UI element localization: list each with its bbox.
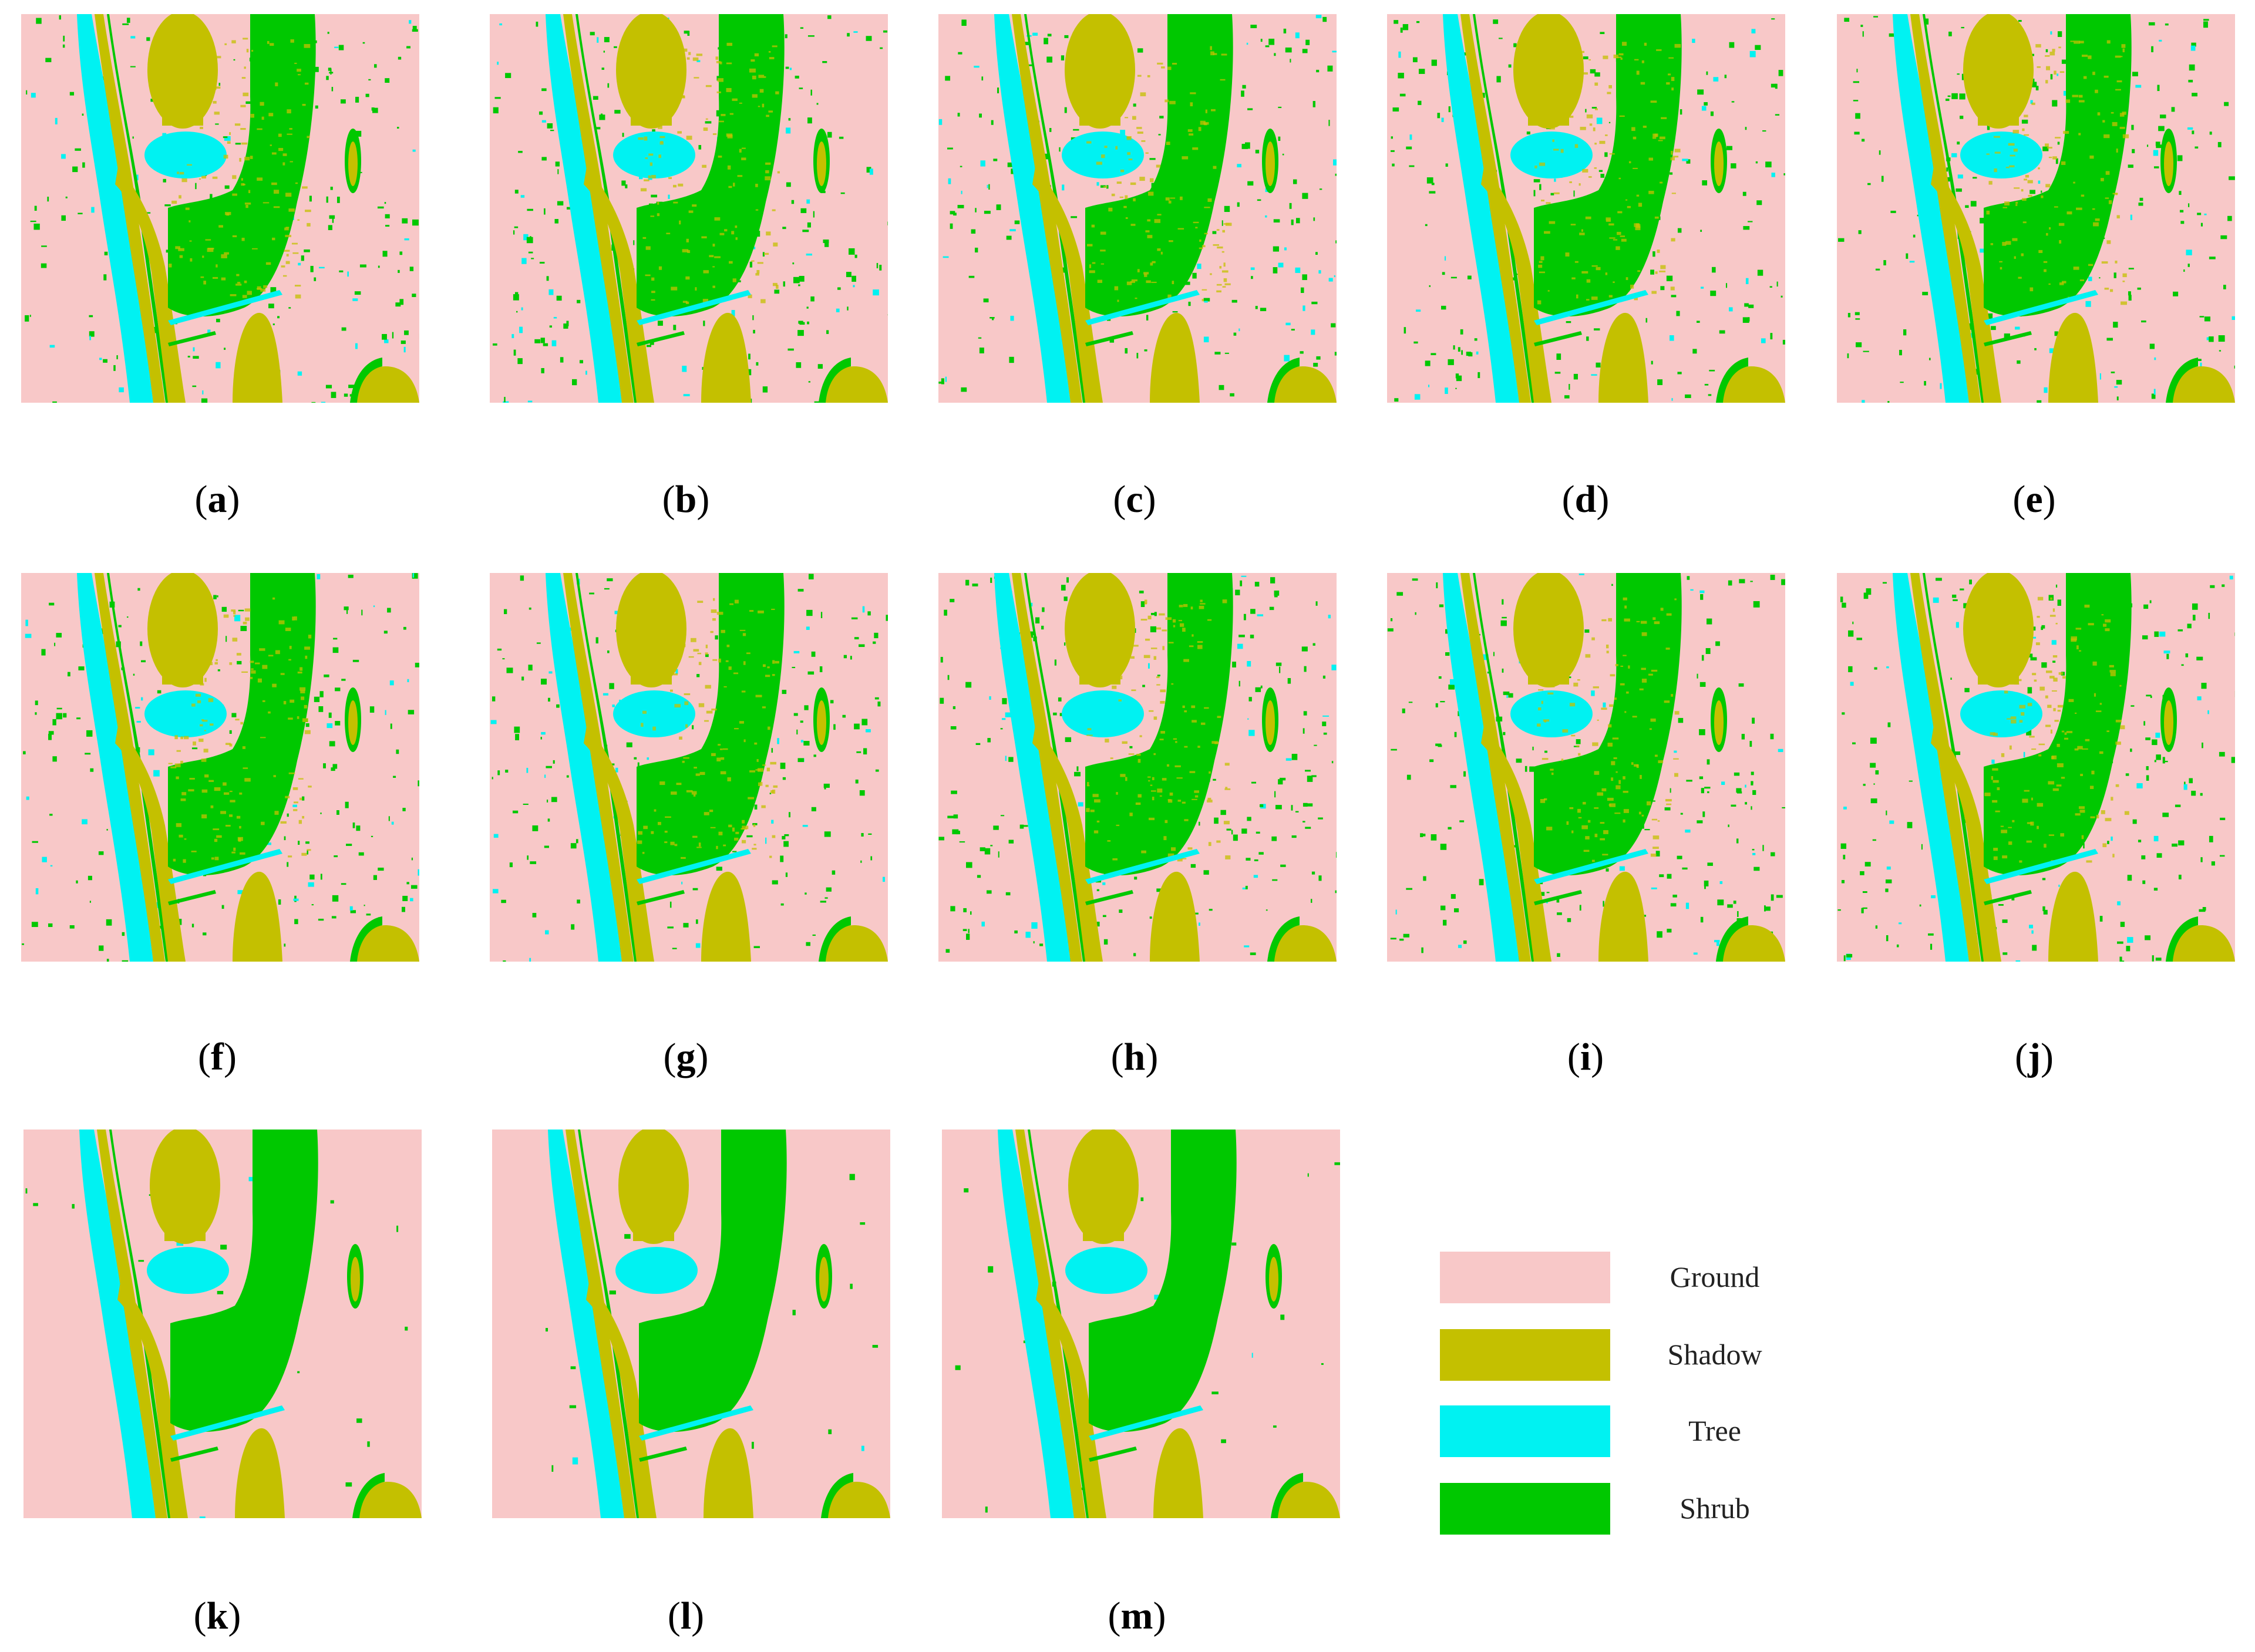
map-graphic bbox=[1387, 14, 1785, 403]
caption-c: (c) bbox=[1113, 478, 1156, 521]
caption-k: (k) bbox=[193, 1594, 241, 1637]
map-graphic bbox=[1837, 573, 2235, 962]
classification-map-a bbox=[21, 14, 419, 403]
caption-e: (e) bbox=[2012, 478, 2056, 521]
classification-map-e bbox=[1837, 14, 2235, 403]
caption-g: (g) bbox=[663, 1036, 709, 1078]
caption-f: (f) bbox=[198, 1036, 237, 1078]
map-graphic bbox=[1387, 573, 1785, 962]
map-graphic bbox=[942, 1130, 1340, 1518]
classification-map-i bbox=[1387, 573, 1785, 962]
map-graphic bbox=[490, 573, 888, 962]
caption-l: (l) bbox=[667, 1594, 705, 1637]
caption-i: (i) bbox=[1567, 1036, 1604, 1078]
caption-d: (d) bbox=[1561, 478, 1610, 521]
caption-a: (a) bbox=[194, 478, 240, 521]
map-graphic bbox=[21, 14, 419, 403]
classification-map-d bbox=[1387, 14, 1785, 403]
legend-label-shrub: Shrub bbox=[1680, 1492, 1750, 1525]
classification-map-l bbox=[492, 1130, 890, 1518]
map-graphic bbox=[938, 573, 1337, 962]
map-graphic bbox=[21, 573, 419, 962]
map-graphic bbox=[492, 1130, 890, 1518]
classification-map-j bbox=[1837, 573, 2235, 962]
classification-map-b bbox=[490, 14, 888, 403]
classification-map-k bbox=[23, 1130, 422, 1518]
caption-m: (m) bbox=[1108, 1594, 1166, 1637]
caption-b: (b) bbox=[662, 478, 710, 521]
legend-swatch-ground bbox=[1440, 1252, 1610, 1303]
legend-swatch-tree bbox=[1440, 1405, 1610, 1457]
legend-swatch-shrub bbox=[1440, 1483, 1610, 1535]
legend-label-shadow: Shadow bbox=[1667, 1338, 1762, 1371]
map-graphic bbox=[1837, 14, 2235, 403]
legend-swatch-shadow bbox=[1440, 1329, 1610, 1381]
map-graphic bbox=[490, 14, 888, 403]
caption-j: (j) bbox=[2015, 1036, 2054, 1078]
classification-map-h bbox=[938, 573, 1337, 962]
map-graphic bbox=[938, 14, 1337, 403]
legend-label-tree: Tree bbox=[1688, 1414, 1741, 1447]
legend-label-ground: Ground bbox=[1670, 1260, 1760, 1293]
classification-map-c bbox=[938, 14, 1337, 403]
map-graphic bbox=[23, 1130, 422, 1518]
classification-map-m bbox=[942, 1130, 1340, 1518]
caption-h: (h) bbox=[1110, 1036, 1159, 1078]
classification-map-g bbox=[490, 573, 888, 962]
classification-map-f bbox=[21, 573, 419, 962]
